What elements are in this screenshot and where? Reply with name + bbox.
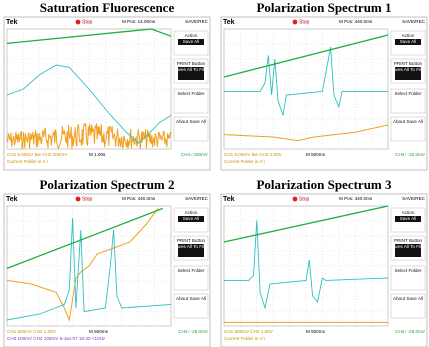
menu-item: Action [185,33,198,38]
menu-item: Saves All To Files [173,244,210,249]
menu-item: Save All [400,216,417,221]
figure: Saturation Fluorescence Tek Stop M Pos: 14.… [0,0,429,347]
menu-item: Action [402,33,415,38]
menu-item: Save All [183,216,200,221]
footer-time: M 500ms [306,152,326,157]
m-pos: M Pos: 440.0ms [339,19,373,24]
m-pos: M Pos: 440.0ms [339,196,373,201]
m-pos: M Pos: 14.00ms [122,19,156,24]
footer-channels: CH1 500mV CH2 1.00V [7,329,57,334]
menu-item: About Save All [176,296,206,301]
menu-item: Action [185,210,198,215]
menu-item: About Save All [393,296,423,301]
stop-dot [293,197,298,202]
footer-trigger: CH4 ∕ 430mV [181,152,209,157]
scope-panel: Saturation Fluorescence Tek Stop M Pos: 14.… [4,0,210,170]
menu-item: About Save All [176,119,206,124]
menu-item: Select Folder [177,268,205,273]
menu-item: PRINT Button [177,238,206,243]
footer-info: Current Folder is A:\ [224,159,266,164]
panel-title: Polarization Spectrum 3 [256,177,392,192]
panel-title: Polarization Spectrum 2 [39,177,174,192]
menu-item: About Save All [393,119,423,124]
status: Stop [299,196,310,202]
mode: SAVE/REC [185,196,209,201]
status: Stop [299,19,310,25]
menu-item: Saves All To Files [390,244,427,249]
menu-item: PRINT Button [394,61,423,66]
stop-dot [76,20,81,25]
footer-channels: CH1 5.00mV Bw CH2 1.00V [224,152,283,157]
menu-item: Action [402,210,415,215]
brand: Tek [6,19,18,26]
brand: Tek [223,19,235,26]
menu-item: Select Folder [394,268,422,273]
menu-item: Save All [400,39,417,44]
menu-item: Saves All To Files [173,67,210,72]
mode: SAVE/REC [402,196,426,201]
footer-channels: CH1 500mV CH2 1.00V [224,329,274,334]
m-pos: M Pos: 440.0ms [122,196,156,201]
menu-item: Select Folder [177,91,205,96]
menu-item: PRINT Button [394,238,423,243]
scope-panel: Polarization Spectrum 2 Tek Stop M Pos: 440… [4,177,210,347]
brand: Tek [223,196,235,203]
menu-item: Saves All To Files [390,67,427,72]
stop-dot [293,20,298,25]
panel-title: Saturation Fluorescence [40,0,175,15]
footer-info: Current Folder is A:\ [224,336,266,341]
stop-dot [76,197,81,202]
mode: SAVE/REC [402,19,426,24]
footer-info: Current Folder is A:\ [7,159,49,164]
footer-trigger: CH4 ∕ -32.0mV [395,152,426,157]
brand: Tek [6,196,18,203]
footer-time: M 500ms [89,329,109,334]
status: Stop [82,196,93,202]
menu-item: Select Folder [394,91,422,96]
footer-time: M 500ms [306,329,326,334]
scope-panel: Polarization Spectrum 1 Tek Stop M Pos: 440… [221,0,427,170]
menu-item: PRINT Button [177,61,206,66]
mode: SAVE/REC [185,19,209,24]
panel-title: Polarization Spectrum 1 [256,0,391,15]
footer-info: CH3 100mV CH4 100mV 6-Jan-07 16:30 <10Hz [7,336,106,341]
footer-trigger: CH4 ∕ -28.0mV [178,329,209,334]
menu-item: Save All [183,39,200,44]
status: Stop [82,19,93,25]
footer-channels: CH1 5.00mV Bw CH2 200mV [7,152,68,157]
footer-trigger: CH4 ∕ -28.0mV [395,329,426,334]
scope-panel: Polarization Spectrum 3 Tek Stop M Pos: 440… [221,177,427,347]
footer-time: M 1.00s [89,152,106,157]
